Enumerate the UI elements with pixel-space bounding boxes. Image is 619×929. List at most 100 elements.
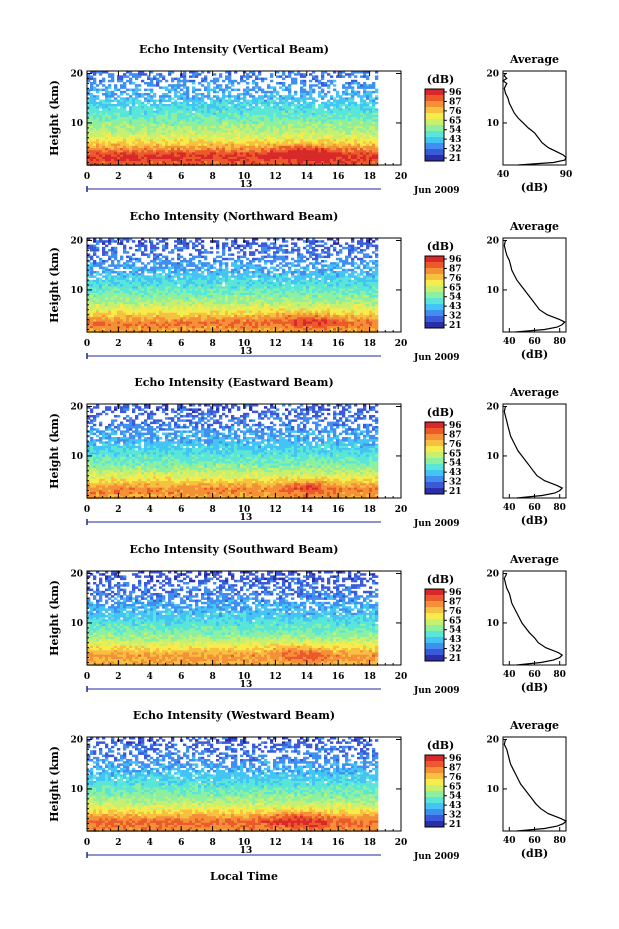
heatmap-cell [90, 282, 93, 285]
heatmap-cell [102, 249, 105, 252]
heatmap-cell [102, 122, 105, 125]
heatmap-cell [108, 128, 111, 131]
heatmap-cell [375, 117, 378, 120]
heatmap-cell [180, 300, 183, 303]
heatmap-cell [297, 141, 300, 144]
heatmap-cell [183, 315, 186, 318]
heatmap-cell [150, 291, 153, 294]
heatmap-cell [276, 108, 279, 111]
heatmap-cell [213, 133, 216, 136]
heatmap-cell [162, 300, 165, 303]
heatmap-cell [99, 133, 102, 136]
heatmap-cell [228, 75, 231, 78]
heatmap-cell [324, 126, 327, 129]
heatmap-cell [195, 146, 198, 149]
heatmap-cell [240, 152, 243, 155]
heatmap-cell [138, 93, 141, 96]
heatmap-cell [240, 102, 243, 105]
heatmap-cell [150, 278, 153, 281]
heatmap-cell [351, 95, 354, 98]
heatmap-cell [165, 300, 168, 303]
heatmap-cell [351, 133, 354, 136]
heatmap-cell [96, 122, 99, 125]
heatmap-cell [180, 106, 183, 109]
heatmap-cell [120, 141, 123, 144]
heatmap-cell [249, 135, 252, 138]
heatmap-cell [177, 302, 180, 305]
heatmap-cell [96, 326, 99, 329]
heatmap-cell [153, 157, 156, 160]
heatmap-cell [156, 104, 159, 107]
heatmap-cell [204, 124, 207, 127]
heatmap-cell [141, 152, 144, 155]
heatmap-cell [342, 152, 345, 155]
heatmap-cell [165, 284, 168, 287]
heatmap-cell [114, 311, 117, 314]
heatmap-cell [150, 122, 153, 125]
heatmap-cell [144, 286, 147, 289]
heatmap-cell [120, 300, 123, 303]
heatmap-cell [231, 135, 234, 138]
heatmap-cell [123, 317, 126, 320]
heatmap-cell [276, 161, 279, 164]
heatmap-cell [114, 253, 117, 256]
heatmap-cell [156, 130, 159, 133]
heatmap-cell [330, 144, 333, 147]
heatmap-cell [303, 128, 306, 131]
heatmap-cell [252, 126, 255, 129]
heatmap-cell [294, 106, 297, 109]
heatmap-cell [186, 86, 189, 89]
heatmap-cell [177, 126, 180, 129]
heatmap-cell [120, 322, 123, 325]
heatmap-cell [363, 82, 366, 85]
heatmap-cell [249, 117, 252, 120]
heatmap-cell [123, 137, 126, 140]
heatmap-cell [297, 106, 300, 109]
heatmap-cell [141, 286, 144, 289]
heatmap-cell [102, 100, 105, 103]
heatmap-cell [264, 122, 267, 125]
heatmap-cell [144, 139, 147, 142]
heatmap-cell [201, 144, 204, 147]
heatmap-cell [237, 102, 240, 105]
heatmap-cell [219, 126, 222, 129]
heatmap-cell [198, 124, 201, 127]
heatmap-cell [270, 102, 273, 105]
heatmap-cell [165, 155, 168, 158]
heatmap-cell [156, 291, 159, 294]
heatmap-cell [102, 115, 105, 118]
heatmap-cell [183, 73, 186, 76]
heatmap-cell [126, 326, 129, 329]
heatmap-cell [285, 157, 288, 160]
heatmap-cell [165, 135, 168, 138]
heatmap-cell [147, 113, 150, 116]
heatmap-cell [264, 108, 267, 111]
heatmap-cell [108, 150, 111, 153]
heatmap-cell [294, 157, 297, 160]
heatmap-cell [162, 289, 165, 292]
heatmap-cell [195, 273, 198, 276]
heatmap-cell [90, 130, 93, 133]
heatmap-cell [90, 84, 93, 87]
heatmap-cell [333, 124, 336, 127]
heatmap-cell [90, 93, 93, 96]
heatmap-cell [156, 247, 159, 250]
heatmap-cell [129, 324, 132, 327]
heatmap-cell [135, 137, 138, 140]
heatmap-cell [117, 95, 120, 98]
heatmap-cell [96, 89, 99, 92]
heatmap-cell [216, 100, 219, 103]
heatmap-cell [147, 295, 150, 298]
heatmap-cell [207, 108, 210, 111]
heatmap-cell [213, 108, 216, 111]
heatmap-cell [342, 86, 345, 89]
heatmap-cell [162, 245, 165, 248]
heatmap-cell [246, 117, 249, 120]
heatmap-cell [105, 95, 108, 98]
heatmap-cell [366, 113, 369, 116]
heatmap-cell [330, 113, 333, 116]
heatmap-cell [303, 82, 306, 85]
heatmap-cell [333, 157, 336, 160]
heatmap-cell [135, 284, 138, 287]
heatmap-cell [141, 278, 144, 281]
